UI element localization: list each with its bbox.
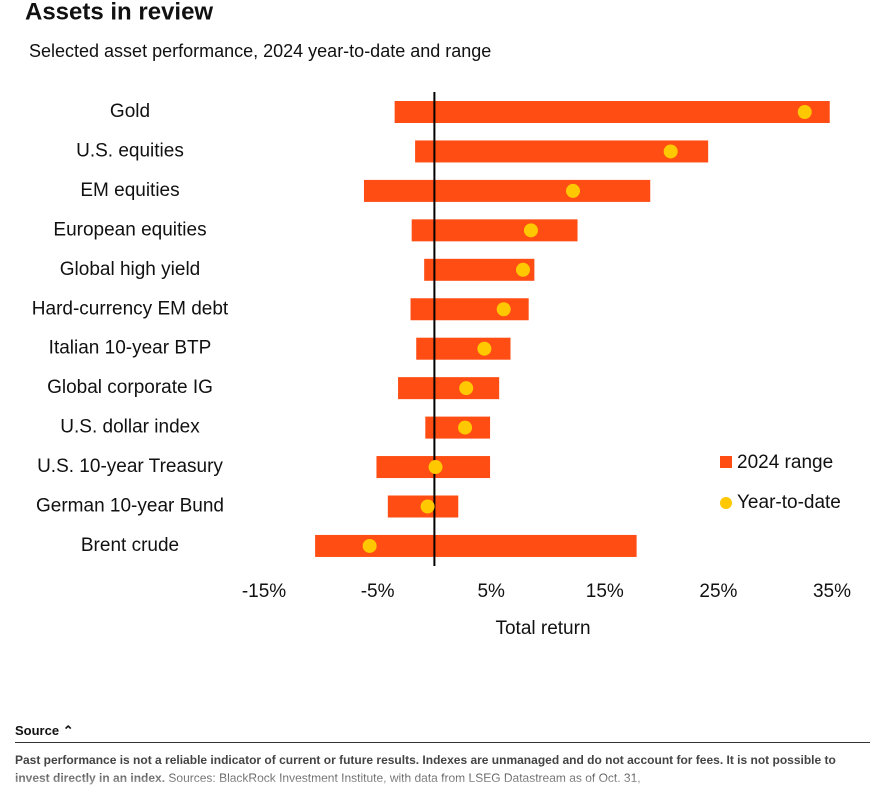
- range-bar: [394, 101, 830, 123]
- category-label: U.S. equities: [76, 140, 184, 161]
- range-bar: [398, 377, 500, 400]
- category-label: Italian 10-year BTP: [49, 338, 212, 359]
- ytd-dot: [477, 341, 492, 356]
- ytd-dot: [420, 499, 435, 514]
- category-label: EM equities: [80, 180, 179, 201]
- ytd-dot: [523, 223, 538, 238]
- category-label: U.S. dollar index: [60, 417, 200, 438]
- range-bar: [410, 298, 529, 321]
- x-tick-label: -15%: [242, 581, 286, 602]
- range-bar: [315, 534, 637, 557]
- chevron-icon: ⌃: [62, 723, 74, 738]
- category-label: German 10-year Bund: [36, 496, 224, 517]
- ytd-dot: [496, 302, 511, 317]
- divider: [15, 742, 870, 743]
- legend-swatch: [720, 456, 732, 468]
- legend-label: Year-to-date: [737, 492, 841, 513]
- ytd-dot: [797, 105, 812, 119]
- source-label: Source: [15, 723, 60, 738]
- category-label: European equities: [53, 219, 206, 240]
- ytd-dot: [428, 460, 443, 475]
- category-label: Global corporate IG: [47, 377, 213, 398]
- chart-title: Assets in review: [25, 0, 213, 25]
- range-bar: [415, 140, 709, 163]
- x-tick-label: 5%: [477, 581, 505, 602]
- ytd-dot: [362, 538, 377, 553]
- range-bar: [424, 258, 535, 281]
- legend-label: 2024 range: [737, 452, 833, 473]
- x-tick-label: 15%: [586, 581, 624, 602]
- chart-subtitle: Selected asset performance, 2024 year-to…: [29, 41, 491, 61]
- x-tick-label: 25%: [699, 581, 737, 602]
- range-bar: [425, 416, 491, 439]
- legend-swatch: [720, 497, 732, 509]
- x-tick-label: 35%: [813, 581, 851, 602]
- x-axis-label: Total return: [495, 618, 590, 639]
- ytd-dot: [516, 262, 531, 277]
- x-tick-label: -5%: [361, 581, 395, 602]
- ytd-dot: [458, 420, 473, 435]
- category-label: Global high yield: [60, 259, 200, 280]
- category-label: U.S. 10-year Treasury: [37, 456, 223, 477]
- sources: Sources: BlackRock Investment Institute,…: [168, 771, 641, 785]
- range-bar: [416, 337, 511, 360]
- disclaimer-block: Past performance is not a reliable indic…: [15, 751, 870, 791]
- ytd-dot: [565, 183, 580, 198]
- category-label: Brent crude: [81, 535, 179, 556]
- chart: Assets in review Selected asset performa…: [25, 0, 851, 639]
- source-toggle[interactable]: Source ⌃: [15, 723, 870, 739]
- category-label: Gold: [110, 101, 150, 122]
- range-bar: [411, 219, 578, 242]
- range-bar: [363, 179, 651, 202]
- disclaimer: Past performance is not a reliable indic…: [15, 753, 836, 785]
- ytd-dot: [459, 381, 474, 396]
- category-label: Hard-currency EM debt: [32, 298, 229, 319]
- ytd-dot: [663, 144, 678, 159]
